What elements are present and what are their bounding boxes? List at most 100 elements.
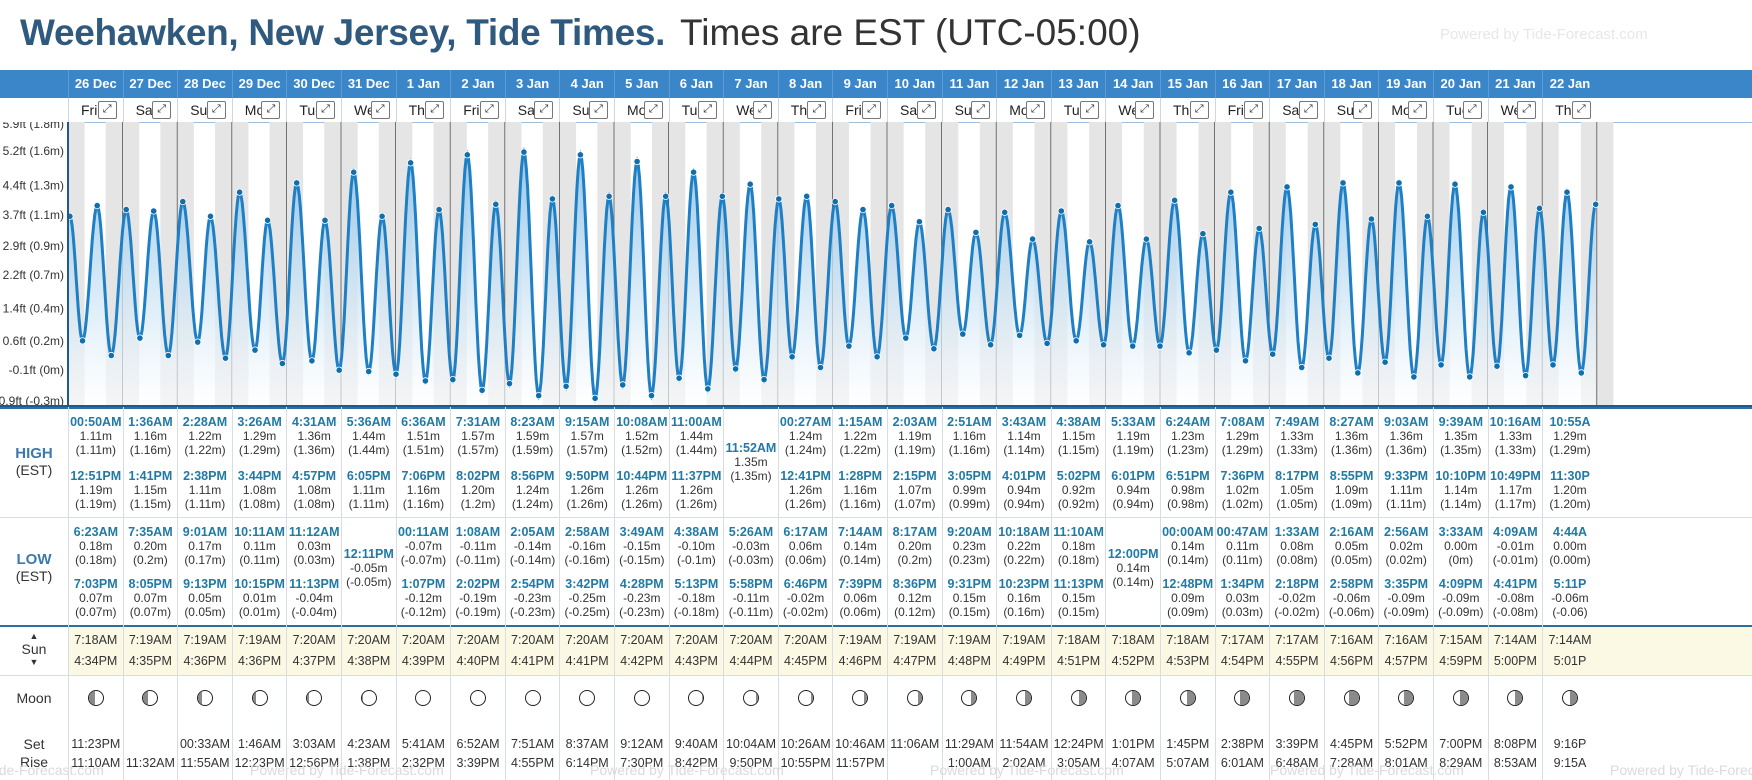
high-tide-time: 9:39AM (1438, 415, 1484, 429)
sunset-time: 4:51PM (1057, 654, 1101, 668)
expand-icon[interactable]: ⤢ (152, 101, 172, 119)
expand-icon[interactable]: ⤢ (1025, 101, 1045, 119)
moonrise-time: 12:56PM (289, 756, 340, 770)
sunset-time: 4:44PM (729, 654, 773, 668)
moon-shade (1132, 691, 1141, 705)
high-tide-point (150, 207, 158, 215)
high-low-divider (0, 517, 1752, 518)
high-tide-height-metric: (1.59m) (511, 443, 554, 457)
expand-icon[interactable]: ⤢ (752, 101, 772, 119)
day-cell: Thu ⤢ (395, 98, 451, 122)
high-tide-entry: 2:38PM 1.11m (1.11m) (178, 469, 232, 511)
high-tide-entry: 4:38AM 1.15m (1.15m) (1052, 415, 1106, 457)
low-tide-height-metric: (0.15m) (948, 605, 991, 619)
expand-icon[interactable]: ⤢ (425, 101, 445, 119)
high-tide-time: 4:57PM (292, 469, 337, 483)
low-tide-height: 0.16m (1007, 591, 1041, 605)
expand-icon[interactable]: ⤢ (1407, 101, 1427, 119)
expand-icon[interactable]: ⤢ (315, 101, 335, 119)
moon-phase (233, 690, 287, 709)
sunset-time: 4:39PM (401, 654, 445, 668)
expand-icon[interactable]: ⤢ (1244, 101, 1264, 119)
expand-icon[interactable]: ⤢ (97, 101, 117, 119)
low-tide-height-metric: (-0.23m) (619, 605, 665, 619)
moon-phase (506, 690, 560, 709)
high-tide-entry: 00:27AM 1.24m (1.24m) (779, 415, 833, 457)
day-cell: Wed ⤢ (341, 98, 396, 122)
high-tide-point (859, 206, 867, 214)
high-tide-height: 1.08m (297, 483, 331, 497)
day-column: 1:36AM 1.16m (1.16m) 1:41PM 1.15m (1.15m) 7:35… (122, 407, 178, 780)
low-tide-point (478, 386, 486, 394)
date-cell: 9 Jan (832, 70, 887, 98)
high-tide-entry: 4:01PM 0.94m (0.94m) (997, 469, 1051, 511)
expand-icon[interactable]: ⤢ (971, 101, 991, 119)
expand-icon[interactable]: ⤢ (479, 101, 499, 119)
expand-icon[interactable]: ⤢ (1080, 101, 1100, 119)
high-tide-height-metric: (1.11m) (184, 497, 226, 511)
expand-icon[interactable]: ⤢ (861, 101, 881, 119)
expand-icon[interactable]: ⤢ (698, 101, 718, 119)
footer-watermark: Powered by Tide-Forecast.com (250, 762, 444, 778)
low-tide-time: 4:28PM (619, 577, 664, 591)
moon-phase-icon (306, 690, 323, 706)
day-name: Fri (81, 102, 98, 118)
high-tide-height-metric: (1.11m) (75, 443, 117, 457)
sunrise-time: 7:18AM (1057, 633, 1101, 647)
low-tide-time: 7:39PM (838, 577, 883, 591)
day-column: 1:15AM 1.22m (1.22m) 1:28PM 1.16m (1.16m) 7:14… (832, 407, 887, 780)
low-tide-height-metric: (0.16m) (1003, 605, 1045, 619)
moon-shade (702, 691, 704, 705)
moonset-time: 10:04AM (725, 737, 776, 751)
day-column: 2:28AM 1.22m (1.22m) 2:38PM 1.11m (1.11m) 9:01… (177, 407, 232, 780)
sun-row-background (68, 627, 1752, 675)
sunrise-time: 7:18AM (1111, 633, 1155, 647)
low-tide-height: 0.15m (1061, 591, 1096, 605)
expand-icon[interactable]: ⤢ (1462, 101, 1482, 119)
expand-icon[interactable]: ⤢ (1571, 101, 1591, 119)
day-cell: Wed ⤢ (1487, 98, 1543, 122)
low-tide-height-metric: (-0.19m) (455, 605, 501, 619)
expand-icon[interactable]: ⤢ (1189, 101, 1209, 119)
high-tide-entry: 1:28PM 1.16m (1.16m) (833, 469, 887, 511)
expand-icon[interactable]: ⤢ (916, 101, 936, 119)
low-tide-time: 2:56AM (1383, 525, 1429, 539)
expand-icon[interactable]: ⤢ (1353, 101, 1373, 119)
high-tide-entry: 3:44PM 1.08m (1.08m) (233, 469, 287, 511)
high-tide-point (520, 148, 528, 156)
high-tide-height: 1.44m (352, 429, 386, 443)
expand-icon[interactable]: ⤢ (1134, 101, 1154, 119)
moon-phase-icon (797, 690, 814, 706)
high-tide-time: 3:05PM (947, 469, 992, 483)
high-tide-entry: 12:51PM 1.19m (1.19m) (69, 469, 123, 511)
sunset-time: 4:38PM (347, 654, 391, 668)
high-tide-height: 1.36m (1389, 429, 1423, 443)
expand-icon[interactable]: ⤢ (588, 101, 608, 119)
expand-icon[interactable]: ⤢ (643, 101, 663, 119)
high-tide-point (1086, 238, 1094, 246)
low-tide-entry: 2:54PM -0.23m (-0.23m) (506, 577, 560, 619)
high-tide-entry: 9:15AM 1.57m (1.57m) (560, 415, 614, 457)
high-tide-height: 1.26m (625, 483, 659, 497)
expand-icon[interactable]: ⤢ (206, 101, 226, 119)
high-tide-entry: 6:05PM 1.11m (1.11m) (342, 469, 396, 511)
high-tide-height-metric: (1.26m) (621, 497, 663, 511)
high-tide-height-metric: (1.35m) (730, 469, 772, 483)
expand-icon[interactable]: ⤢ (1298, 101, 1318, 119)
moonrise-time: 8:29AM (1439, 756, 1483, 770)
moon-phase-icon (1452, 690, 1469, 706)
high-tide-height: 1.57m (570, 429, 604, 443)
low-tide-point (902, 334, 910, 342)
date-cell: 30 Dec (286, 70, 341, 98)
low-tide-height: 0.09m (1171, 591, 1205, 605)
expand-icon[interactable]: ⤢ (807, 101, 827, 119)
expand-icon[interactable]: ⤢ (534, 101, 554, 119)
expand-icon[interactable]: ⤢ (370, 101, 390, 119)
low-tide-time: 9:31PM (947, 577, 992, 591)
expand-icon[interactable]: ⤢ (1517, 101, 1537, 119)
low-tide-height: 0.05m (188, 591, 222, 605)
expand-icon[interactable]: ⤢ (261, 101, 281, 119)
low-tide-height-metric: (0.15m) (1057, 605, 1100, 619)
low-tide-height: -0.03m (732, 539, 770, 553)
low-tide-point (760, 376, 768, 384)
